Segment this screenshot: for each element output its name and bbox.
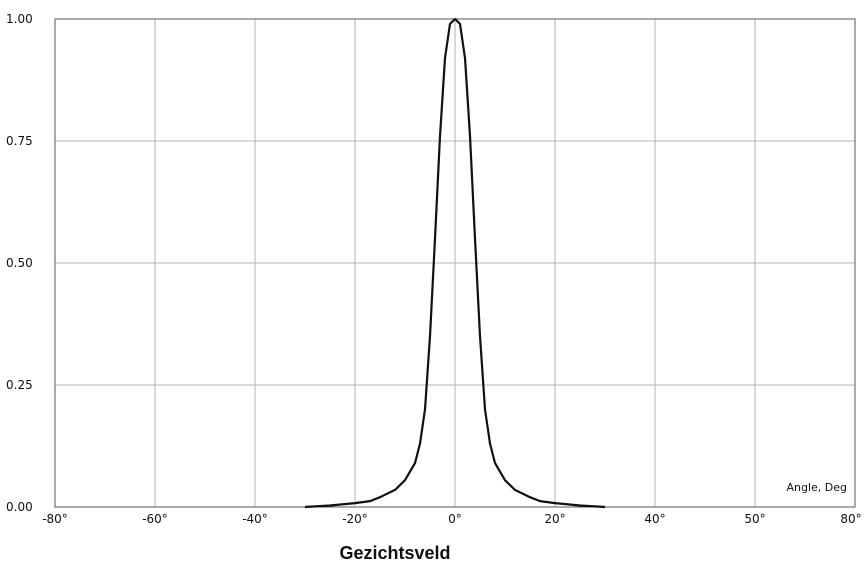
x-tick-label: 80° bbox=[840, 512, 861, 526]
x-tick-label: -60° bbox=[142, 512, 168, 526]
y-tick-label: 0.50 bbox=[6, 256, 33, 270]
x-tick-label: 50° bbox=[744, 512, 765, 526]
x-tick-label: 0° bbox=[448, 512, 462, 526]
y-tick-label: 0.00 bbox=[6, 500, 33, 514]
chart-caption: Gezichtsveld bbox=[339, 543, 450, 563]
x-tick-label: -20° bbox=[342, 512, 368, 526]
x-tick-label: -80° bbox=[42, 512, 68, 526]
x-tick-label: -40° bbox=[242, 512, 268, 526]
y-tick-label: 0.25 bbox=[6, 378, 33, 392]
x-tick-label: 40° bbox=[644, 512, 665, 526]
y-tick-label: 0.75 bbox=[6, 134, 33, 148]
grid bbox=[54, 18, 856, 508]
y-tick-label: 1.00 bbox=[6, 12, 33, 26]
series-line bbox=[304, 17, 606, 509]
tick-labels: -80° -60° -40° -20° 0° 20° 40° 50° 80° 0.00 0.25 0.… bbox=[6, 12, 862, 526]
x-axis-label: Angle, Deg bbox=[786, 481, 847, 494]
x-tick-label: 20° bbox=[544, 512, 565, 526]
